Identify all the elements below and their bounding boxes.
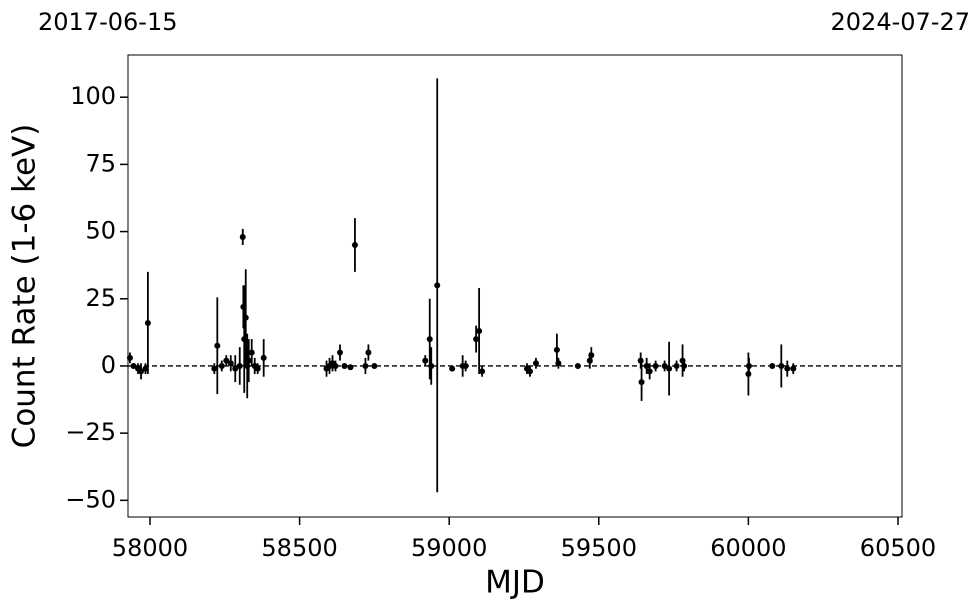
data-point bbox=[422, 357, 429, 364]
data-point bbox=[341, 362, 348, 369]
y-tick-label: 25 bbox=[85, 284, 116, 312]
y-tick-label: −50 bbox=[65, 485, 116, 513]
data-point bbox=[126, 354, 133, 361]
data-point bbox=[144, 319, 151, 326]
x-tick-label: 59000 bbox=[411, 534, 487, 562]
y-axis-label: Count Rate (1-6 keV) bbox=[7, 124, 43, 449]
y-tick-label: 0 bbox=[101, 351, 116, 379]
data-point bbox=[479, 368, 486, 375]
data-point bbox=[236, 362, 243, 369]
x-tick-label: 58500 bbox=[261, 534, 337, 562]
x-tick-label: 59500 bbox=[561, 534, 637, 562]
data-point bbox=[643, 362, 650, 369]
data-point bbox=[218, 362, 225, 369]
data-point bbox=[211, 365, 218, 372]
data-point bbox=[646, 368, 653, 375]
data-point bbox=[681, 362, 688, 369]
data-point bbox=[526, 368, 533, 375]
data-point bbox=[449, 365, 456, 372]
x-tick-label: 58000 bbox=[112, 534, 188, 562]
data-point bbox=[365, 349, 372, 356]
x-axis-label: MJD bbox=[485, 565, 545, 601]
data-point bbox=[673, 362, 680, 369]
data-point bbox=[347, 364, 354, 371]
data-point bbox=[553, 346, 560, 353]
data-point bbox=[434, 282, 441, 289]
data-point bbox=[214, 342, 221, 349]
data-point bbox=[666, 365, 673, 372]
data-point bbox=[638, 379, 645, 386]
data-point bbox=[588, 352, 595, 359]
data-point bbox=[769, 362, 776, 369]
data-point bbox=[532, 360, 539, 367]
data-point bbox=[574, 362, 581, 369]
data-point bbox=[336, 349, 343, 356]
y-tick-label: −25 bbox=[65, 418, 116, 446]
y-tick-label: 75 bbox=[85, 149, 116, 177]
y-tick-label: 50 bbox=[85, 217, 116, 245]
plot-frame bbox=[127, 54, 903, 518]
data-point bbox=[476, 328, 483, 335]
x-tick-label: 60000 bbox=[710, 534, 786, 562]
data-point bbox=[242, 314, 249, 321]
data-point bbox=[462, 362, 469, 369]
data-point bbox=[227, 360, 234, 367]
data-point bbox=[254, 365, 261, 372]
date-label: 2024-07-27 bbox=[831, 8, 970, 36]
data-point bbox=[239, 233, 246, 240]
data-point bbox=[232, 365, 239, 372]
data-point bbox=[745, 362, 752, 369]
data-point bbox=[332, 362, 339, 369]
data-point bbox=[351, 242, 358, 249]
data-point bbox=[130, 362, 137, 369]
data-point bbox=[260, 354, 267, 361]
data-point bbox=[362, 362, 369, 369]
data-point bbox=[223, 357, 230, 364]
data-point bbox=[138, 368, 145, 375]
data-point bbox=[473, 336, 480, 343]
data-point bbox=[248, 349, 255, 356]
data-point bbox=[790, 365, 797, 372]
data-point bbox=[784, 365, 791, 372]
y-tick-label: 100 bbox=[70, 82, 116, 110]
data-point bbox=[371, 362, 378, 369]
data-point bbox=[426, 336, 433, 343]
x-tick-label: 60500 bbox=[860, 534, 936, 562]
date-label: 2017-06-15 bbox=[38, 8, 177, 36]
data-point bbox=[637, 357, 644, 364]
data-point bbox=[555, 360, 562, 367]
data-point bbox=[652, 362, 659, 369]
data-point bbox=[245, 357, 252, 364]
data-point bbox=[661, 362, 668, 369]
data-point bbox=[778, 362, 785, 369]
data-point bbox=[428, 362, 435, 369]
